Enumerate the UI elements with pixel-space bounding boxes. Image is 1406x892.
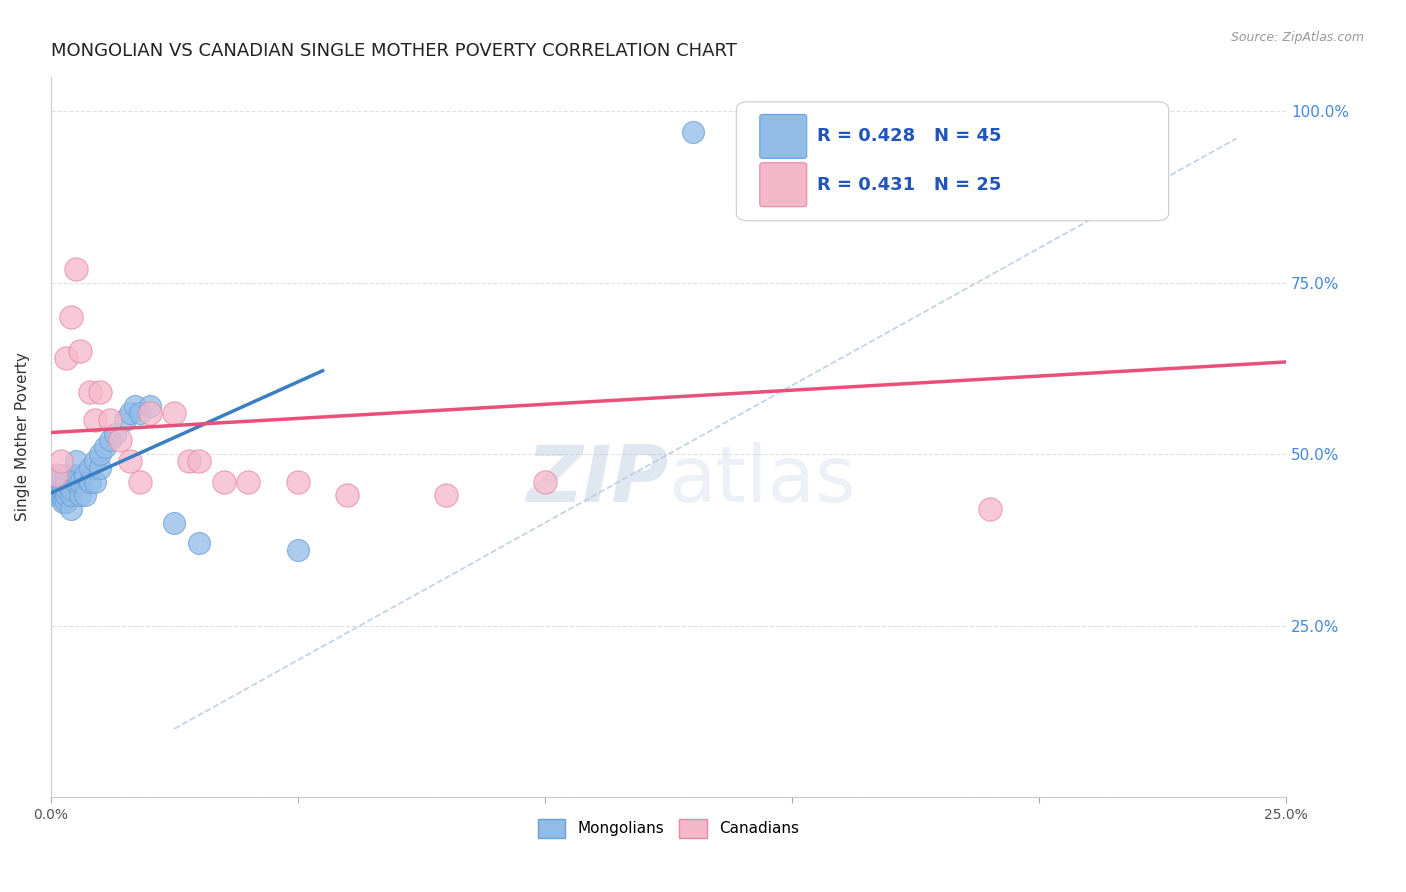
Point (75, 488, 97, 502)
FancyBboxPatch shape (759, 162, 807, 207)
Point (212, 475, 235, 489)
Point (84, 475, 107, 489)
Point (49, 467, 72, 482)
Point (188, 454, 211, 468)
Point (69, 488, 91, 502)
Point (59, 502, 82, 516)
Point (98, 413, 121, 427)
Point (163, 406, 186, 420)
Point (434, 488, 457, 502)
Point (49, 488, 72, 502)
Point (163, 516, 186, 530)
Point (104, 426, 127, 441)
Point (79, 385, 101, 400)
Point (128, 406, 150, 420)
Point (124, 399, 146, 413)
Point (114, 413, 136, 427)
Point (55, 351, 77, 365)
Point (55, 467, 77, 482)
Point (138, 406, 160, 420)
Point (45, 475, 67, 489)
Point (49, 475, 72, 489)
Point (89, 461, 111, 475)
Point (84, 454, 107, 468)
FancyBboxPatch shape (759, 114, 807, 159)
Point (59, 488, 82, 502)
Point (138, 399, 160, 413)
Point (118, 406, 141, 420)
Point (45, 482, 67, 496)
Point (238, 475, 260, 489)
Point (65, 467, 87, 482)
Point (55, 482, 77, 496)
Point (79, 461, 101, 475)
Point (55, 495, 77, 509)
Legend: Mongolians, Canadians: Mongolians, Canadians (531, 813, 806, 844)
Point (52, 495, 75, 509)
Text: R = 0.431   N = 25: R = 0.431 N = 25 (817, 176, 1001, 194)
Point (98, 434, 121, 448)
Point (65, 454, 87, 468)
Point (89, 385, 111, 400)
Text: ZIP: ZIP (526, 442, 668, 518)
Point (128, 475, 150, 489)
Point (65, 261, 87, 276)
Point (118, 454, 141, 468)
Point (188, 536, 211, 550)
Point (179, 454, 201, 468)
Text: Source: ZipAtlas.com: Source: ZipAtlas.com (1230, 31, 1364, 45)
Point (1077, 118, 1099, 132)
Point (65, 475, 87, 489)
Point (287, 475, 309, 489)
Point (49, 482, 72, 496)
Point (59, 482, 82, 496)
Point (94, 440, 117, 454)
FancyBboxPatch shape (737, 102, 1168, 220)
Point (69, 344, 91, 359)
Point (69, 475, 91, 489)
Text: R = 0.428   N = 45: R = 0.428 N = 45 (817, 128, 1001, 145)
Point (46, 482, 69, 496)
Text: MONGOLIAN VS CANADIAN SINGLE MOTHER POVERTY CORRELATION CHART: MONGOLIAN VS CANADIAN SINGLE MOTHER POVE… (51, 42, 737, 60)
Point (84, 413, 107, 427)
Point (534, 475, 557, 489)
Point (89, 447, 111, 461)
Point (49, 454, 72, 468)
Point (682, 124, 704, 138)
Point (52, 482, 75, 496)
Point (42, 467, 65, 482)
Point (44, 475, 66, 489)
Point (45, 488, 67, 502)
Text: atlas: atlas (668, 442, 856, 518)
Point (55, 488, 77, 502)
Point (55, 475, 77, 489)
Point (75, 467, 97, 482)
Point (59, 310, 82, 324)
Point (108, 434, 131, 448)
Point (287, 543, 309, 558)
Point (45, 467, 67, 482)
Point (336, 488, 359, 502)
Point (979, 502, 1001, 516)
Y-axis label: Single Mother Poverty: Single Mother Poverty (15, 352, 30, 522)
Point (79, 475, 101, 489)
